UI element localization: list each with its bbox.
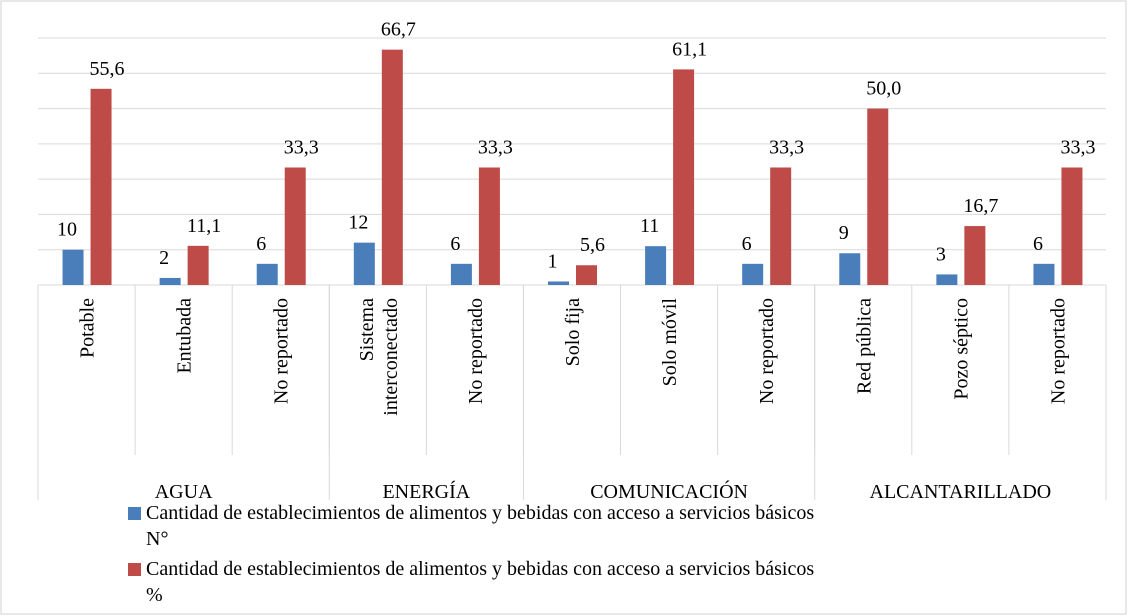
bar <box>90 88 112 285</box>
bar <box>548 281 569 285</box>
data-label: 6 <box>450 233 460 255</box>
data-label: 6 <box>1033 233 1043 255</box>
data-label: 33,3 <box>1060 136 1095 158</box>
data-label: 50,0 <box>866 78 901 100</box>
data-label: 33,3 <box>769 136 804 158</box>
bar <box>284 167 306 285</box>
bar <box>936 274 958 285</box>
x-tick-label: No reportado <box>1047 298 1069 404</box>
data-label: 6 <box>256 233 266 255</box>
x-tick-label: Entubada <box>174 298 196 374</box>
bar <box>159 277 181 285</box>
bar <box>1061 167 1083 285</box>
bar <box>673 69 695 285</box>
legend-label: Cantidad de establecimientos de alimento… <box>146 558 815 606</box>
data-label: 66,7 <box>381 19 416 41</box>
data-label: 11,1 <box>187 215 221 237</box>
data-label: 16,7 <box>963 195 998 217</box>
legend: Cantidad de establecimientos de alimento… <box>128 500 828 612</box>
bar <box>353 242 375 285</box>
legend-swatch <box>128 563 141 576</box>
group-label: ALCANTARILLADO <box>870 481 1052 503</box>
bar <box>576 265 597 285</box>
group-label: ENERGÍA <box>382 480 470 503</box>
legend-label: Cantidad de establecimientos de alimento… <box>146 502 815 550</box>
group-label: COMUNICACIÓN <box>590 479 748 503</box>
data-label: 33,3 <box>284 136 319 158</box>
legend-item: Cantidad de establecimientos de alimento… <box>128 500 828 552</box>
x-tick-label: Sistema interconectado <box>356 298 402 416</box>
bar <box>770 167 792 285</box>
bar <box>645 246 667 285</box>
x-tick-label: No reportado <box>271 298 293 404</box>
data-label: 10 <box>57 219 77 241</box>
data-label: 33,3 <box>478 136 513 158</box>
bar <box>839 253 861 285</box>
x-tick-label: Solo fija <box>562 298 584 366</box>
data-label: 1 <box>548 250 558 272</box>
data-label: 6 <box>742 233 752 255</box>
bar <box>381 49 403 285</box>
x-tick-label: Pozo séptico <box>950 298 972 400</box>
bar <box>450 263 472 285</box>
bar <box>187 245 209 285</box>
x-tick-label: Red pública <box>853 298 875 394</box>
data-label: 5,6 <box>580 234 605 256</box>
data-label: 55,6 <box>90 58 125 80</box>
x-tick-label: No reportado <box>756 298 778 404</box>
bar <box>964 226 986 285</box>
bar <box>1033 263 1055 285</box>
data-label: 61,1 <box>672 38 707 60</box>
bar <box>256 263 278 285</box>
data-label: 9 <box>839 222 849 244</box>
x-tick-label: No reportado <box>465 298 487 404</box>
bar <box>62 249 84 285</box>
data-label: 11 <box>640 215 659 237</box>
bar <box>478 167 500 285</box>
data-label: 2 <box>159 247 169 269</box>
bar <box>867 108 889 285</box>
legend-item: Cantidad de establecimientos de alimento… <box>128 556 828 608</box>
legend-swatch <box>128 507 141 520</box>
bar <box>742 263 764 285</box>
data-label: 3 <box>936 243 946 265</box>
group-label: AGUA <box>155 481 213 503</box>
x-tick-label: Solo móvil <box>659 298 681 387</box>
x-tick-label: Potable <box>77 298 99 358</box>
data-label: 12 <box>348 212 368 234</box>
